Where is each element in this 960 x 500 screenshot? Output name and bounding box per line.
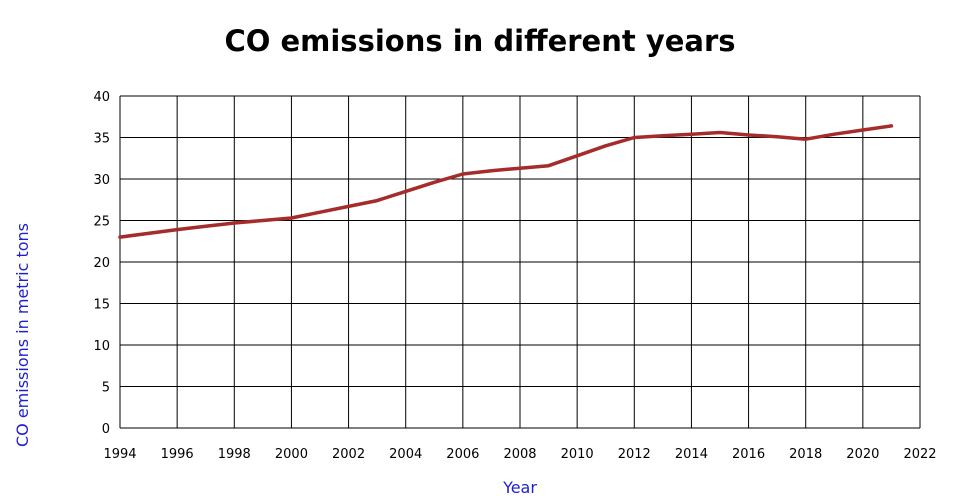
x-tick-label: 2004	[389, 447, 422, 462]
y-axis-label: CO emissions in metric tons	[13, 222, 32, 448]
y-tick-label: 10	[93, 339, 110, 354]
x-tick-label: 2014	[675, 447, 708, 462]
y-tick-label: 35	[93, 132, 110, 147]
y-tick-label: 5	[102, 381, 110, 396]
y-tick-label: 15	[93, 298, 110, 313]
x-tick-label: 2006	[446, 447, 479, 462]
chart-title: CO emissions in different years	[224, 24, 736, 58]
x-tick-label: 2016	[732, 447, 765, 462]
x-tick-label: 1996	[161, 447, 194, 462]
x-tick-label: 2018	[789, 447, 822, 462]
y-tick-label: 25	[93, 215, 110, 230]
x-tick-label: 1994	[103, 447, 136, 462]
x-tick-label: 2000	[275, 447, 308, 462]
x-tick-label: 2008	[503, 447, 536, 462]
y-tick-label: 30	[93, 173, 110, 188]
x-tick-label: 2002	[332, 447, 365, 462]
x-tick-label: 2022	[903, 447, 936, 462]
x-axis-label: Year	[503, 478, 537, 497]
y-tick-label: 40	[93, 90, 110, 105]
series-line	[118, 124, 894, 239]
x-tick-label: 2012	[618, 447, 651, 462]
x-tick-label: 2020	[846, 447, 879, 462]
x-tick-label: 1998	[218, 447, 251, 462]
x-tick-label: 2010	[561, 447, 594, 462]
y-tick-label: 20	[93, 256, 110, 271]
y-tick-label: 0	[102, 422, 110, 437]
